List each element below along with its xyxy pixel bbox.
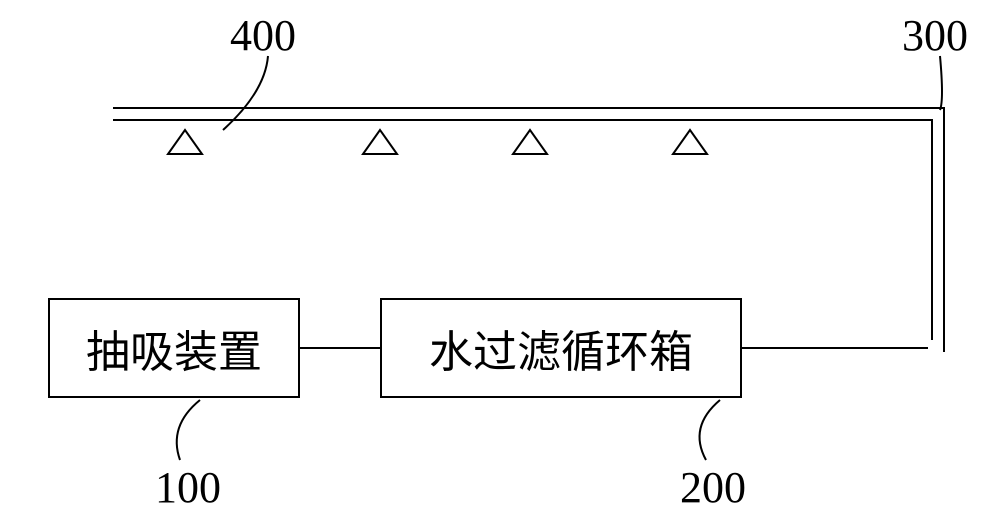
nozzle-4 bbox=[673, 130, 707, 154]
box-water-filter-cycle: 水过滤循环箱 bbox=[380, 298, 742, 398]
schematic-svg bbox=[0, 0, 1000, 528]
nozzle-2 bbox=[363, 130, 397, 154]
leader-100 bbox=[177, 400, 200, 460]
callout-100: 100 bbox=[155, 462, 221, 513]
nozzle-1 bbox=[168, 130, 202, 154]
leader-400 bbox=[223, 56, 268, 130]
box-suction-device: 抽吸装置 bbox=[48, 298, 300, 398]
callout-300: 300 bbox=[902, 10, 968, 61]
leader-300 bbox=[940, 56, 942, 110]
leader-200 bbox=[700, 400, 720, 460]
callout-200: 200 bbox=[680, 462, 746, 513]
callout-400: 400 bbox=[230, 10, 296, 61]
nozzle-3 bbox=[513, 130, 547, 154]
